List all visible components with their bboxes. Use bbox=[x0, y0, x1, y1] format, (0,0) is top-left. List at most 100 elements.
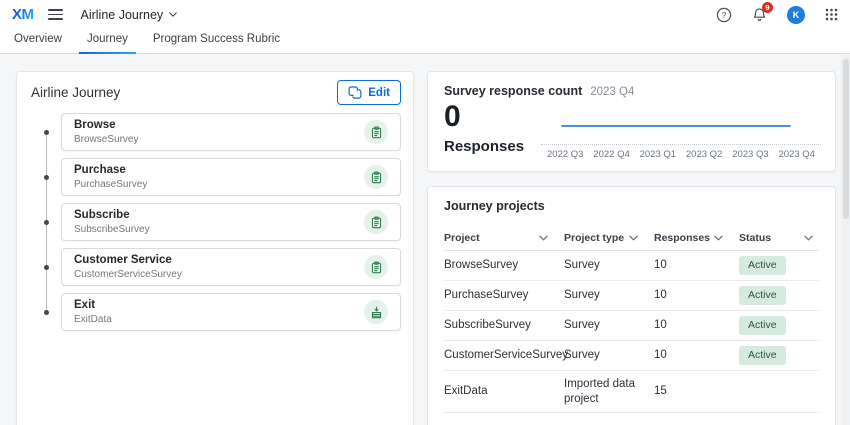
column-header-status[interactable]: Status bbox=[739, 232, 819, 244]
step-name: Subscribe bbox=[74, 209, 130, 222]
cell-project-type: Imported data project bbox=[564, 377, 635, 405]
journey-step-card[interactable]: Exit ExitData bbox=[61, 293, 401, 331]
journey-step-row: Customer Service CustomerServiceSurvey bbox=[31, 248, 401, 286]
survey-icon bbox=[364, 120, 388, 144]
step-name: Exit bbox=[74, 299, 96, 312]
x-tick-label: 2023 Q3 bbox=[732, 149, 769, 160]
tab-program-success-rubric[interactable]: Program Success Rubric bbox=[152, 33, 281, 45]
hamburger-menu-icon[interactable] bbox=[47, 9, 63, 20]
response-trend-line bbox=[561, 125, 791, 127]
timeline-dot bbox=[44, 174, 49, 180]
timeline-dot bbox=[44, 309, 49, 315]
edit-journey-button[interactable]: Edit bbox=[337, 80, 401, 105]
tabbar: Overview Journey Program Success Rubric bbox=[0, 29, 850, 54]
scrollbar-thumb[interactable] bbox=[842, 59, 849, 219]
journey-step-card[interactable]: Purchase PurchaseSurvey bbox=[61, 158, 401, 196]
chart-x-labels: 2022 Q3 2022 Q4 2023 Q1 2023 Q2 2023 Q3 2023 … bbox=[547, 149, 815, 160]
vertical-scrollbar[interactable] bbox=[841, 55, 850, 425]
column-header-project-type[interactable]: Project type bbox=[564, 232, 654, 244]
edit-journey-label: Edit bbox=[368, 86, 390, 99]
survey-icon bbox=[364, 210, 388, 234]
apps-waffle-icon[interactable] bbox=[825, 8, 838, 21]
table-row[interactable]: SubscribeSurvey Survey 10 Active bbox=[444, 311, 819, 341]
table-row[interactable]: PurchaseSurvey Survey 10 Active bbox=[444, 281, 819, 311]
program-switcher[interactable]: Airline Journey bbox=[81, 8, 178, 22]
survey-icon bbox=[364, 255, 388, 279]
step-name: Customer Service bbox=[74, 254, 172, 267]
cell-project-type: Survey bbox=[564, 349, 600, 362]
cell-status: Active bbox=[739, 285, 819, 306]
journey-projects-title: Journey projects bbox=[444, 199, 545, 213]
projects-table: Project Project type Responses Status Brows… bbox=[444, 225, 819, 413]
response-count-value: 0 bbox=[444, 100, 461, 133]
cell-responses: 10 bbox=[654, 259, 667, 272]
journey-step-card[interactable]: Browse BrowseSurvey bbox=[61, 113, 401, 151]
status-badge: Active bbox=[739, 315, 786, 336]
cell-project-type: Survey bbox=[564, 289, 600, 302]
chart-x-axis bbox=[541, 144, 821, 145]
cell-project: PurchaseSurvey bbox=[444, 289, 529, 302]
journey-step-row: Browse BrowseSurvey bbox=[31, 113, 401, 151]
chevron-down-icon bbox=[169, 12, 177, 17]
table-row[interactable]: ExitData Imported data project 15 bbox=[444, 371, 819, 413]
step-name: Purchase bbox=[74, 164, 126, 177]
response-count-header: Survey response count 2023 Q4 bbox=[444, 84, 634, 98]
step-project-name: BrowseSurvey bbox=[74, 133, 139, 145]
timeline-dot bbox=[44, 219, 49, 225]
journey-step-row: Subscribe SubscribeSurvey bbox=[31, 203, 401, 241]
step-project-name: ExitData bbox=[74, 313, 112, 325]
cell-project: SubscribeSurvey bbox=[444, 319, 531, 332]
chevron-down-icon bbox=[804, 235, 813, 241]
help-icon[interactable]: ? bbox=[716, 7, 732, 23]
response-trend-chart: 2022 Q3 2022 Q4 2023 Q1 2023 Q2 2023 Q3 2023 … bbox=[541, 112, 821, 164]
x-tick-label: 2023 Q2 bbox=[685, 149, 723, 160]
response-count-period: 2023 Q4 bbox=[590, 86, 635, 98]
tab-journey[interactable]: Journey bbox=[78, 28, 136, 54]
tab-overview[interactable]: Overview bbox=[14, 33, 62, 45]
journey-step-row: Purchase PurchaseSurvey bbox=[31, 158, 401, 196]
projects-table-body: BrowseSurvey Survey 10 Active PurchaseSurvey… bbox=[444, 251, 819, 413]
column-header-project[interactable]: Project bbox=[444, 232, 564, 244]
survey-icon bbox=[364, 165, 388, 189]
cell-responses: 15 bbox=[654, 385, 667, 398]
cell-project: CustomerServiceSurvey bbox=[444, 349, 568, 362]
status-badge: Active bbox=[739, 285, 786, 306]
timeline-dot bbox=[44, 129, 49, 135]
chevron-down-icon bbox=[539, 235, 548, 241]
column-header-label: Responses bbox=[654, 231, 711, 244]
chevron-down-icon bbox=[629, 235, 638, 241]
cell-status: Active bbox=[739, 345, 819, 366]
cell-responses: 10 bbox=[654, 319, 667, 332]
step-name: Browse bbox=[74, 119, 116, 132]
svg-text:?: ? bbox=[722, 10, 727, 20]
topbar: XM Airline Journey ? 9 K bbox=[0, 0, 850, 29]
cell-responses: 10 bbox=[654, 349, 667, 362]
avatar[interactable]: K bbox=[787, 5, 805, 24]
table-row[interactable]: BrowseSurvey Survey 10 Active bbox=[444, 251, 819, 281]
journey-step-row: Exit ExitData bbox=[31, 293, 401, 331]
cell-project-type: Survey bbox=[564, 319, 600, 332]
x-tick-label: 2023 Q1 bbox=[639, 149, 677, 160]
journey-panel-title: Airline Journey bbox=[31, 85, 121, 100]
column-header-responses[interactable]: Responses bbox=[654, 232, 739, 244]
notification-count-badge: 9 bbox=[762, 2, 773, 13]
cell-responses: 10 bbox=[654, 289, 667, 302]
chevron-down-icon bbox=[714, 235, 723, 241]
journey-step-card[interactable]: Customer Service CustomerServiceSurvey bbox=[61, 248, 401, 286]
step-project-name: CustomerServiceSurvey bbox=[74, 268, 182, 280]
imported-data-icon bbox=[364, 300, 388, 324]
status-badge: Active bbox=[739, 255, 786, 276]
journey-step-card[interactable]: Subscribe SubscribeSurvey bbox=[61, 203, 401, 241]
program-switcher-label: Airline Journey bbox=[80, 7, 164, 22]
x-tick-label: 2023 Q4 bbox=[778, 149, 815, 160]
timeline-dot bbox=[44, 264, 49, 270]
table-row[interactable]: CustomerServiceSurvey Survey 10 Active bbox=[444, 341, 819, 371]
step-project-name: SubscribeSurvey bbox=[74, 223, 150, 235]
notifications-bell-icon[interactable]: 9 bbox=[752, 2, 773, 22]
cell-status: Active bbox=[739, 315, 819, 336]
response-count-label: Responses bbox=[444, 138, 525, 155]
projects-table-header: Project Project type Responses Status bbox=[444, 225, 819, 251]
status-badge: Active bbox=[739, 345, 786, 366]
xm-logo[interactable]: XM bbox=[12, 6, 34, 23]
